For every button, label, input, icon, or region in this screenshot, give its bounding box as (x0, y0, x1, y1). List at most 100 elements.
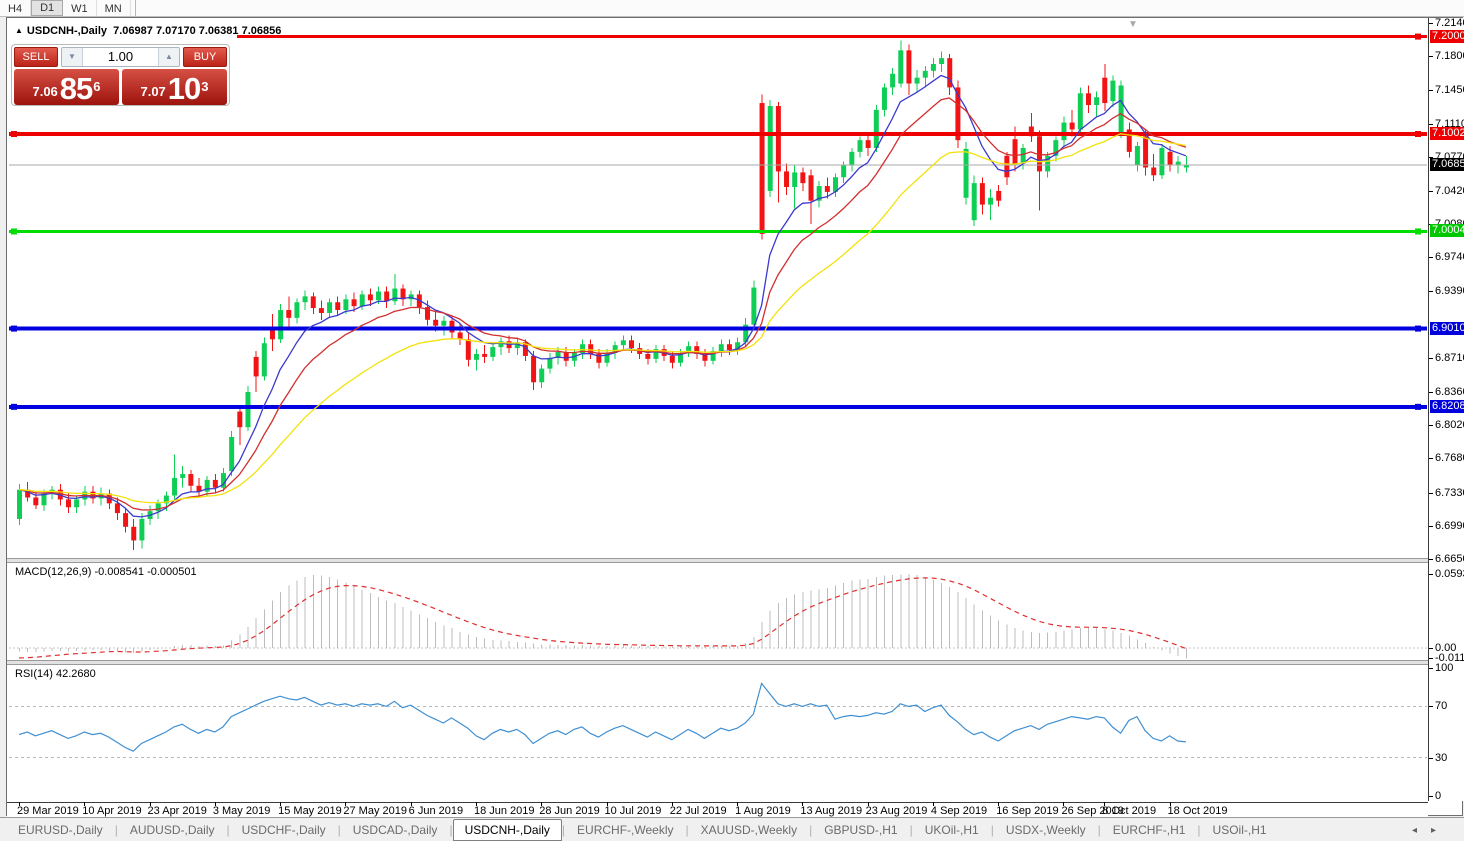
candle (1159, 147, 1165, 176)
candle (1028, 126, 1034, 137)
candle (890, 73, 896, 88)
buy-price-box[interactable]: 7.07 10 3 (122, 69, 227, 105)
candle (123, 513, 129, 527)
candle (759, 103, 765, 234)
volume-input[interactable]: 1.00 (82, 48, 159, 66)
timeframe-buttons: H4 D1 W1 MN (0, 0, 131, 16)
candle (1110, 80, 1116, 102)
candle (155, 503, 161, 512)
date-tick-mark (867, 802, 869, 806)
candle (490, 347, 496, 357)
candle (1151, 167, 1157, 176)
symbol-tab-usoilh1[interactable]: USOil-,H1 (1212, 823, 1267, 837)
candle (41, 493, 47, 506)
candle (539, 368, 545, 383)
tab-separator: | (1197, 823, 1201, 837)
candle (686, 346, 692, 353)
date-tick-mark (1169, 802, 1171, 806)
date-tick-mark (606, 802, 608, 806)
candle (1037, 136, 1042, 172)
price-tick: 6.83600 (1435, 386, 1464, 399)
symbol-tab-usdchfdaily[interactable]: USDCHF-,Daily (241, 823, 326, 837)
candle (1020, 147, 1026, 164)
pane-splitter-macd[interactable] (7, 558, 1462, 563)
rsi-pane[interactable] (9, 665, 1427, 801)
macd-pane[interactable] (9, 563, 1427, 660)
candle (881, 87, 887, 110)
date-label: 26 Sep 2019 (1061, 805, 1124, 817)
candle (792, 172, 798, 188)
axis-tick-mark (1429, 190, 1433, 192)
sell-price-prefix: 7.06 (32, 84, 58, 99)
axis-tick-mark (1429, 757, 1433, 759)
date-label: 18 Jun 2019 (473, 805, 535, 817)
candle (677, 352, 683, 363)
sell-price-box[interactable]: 7.06 85 6 (14, 69, 119, 105)
date-tick-mark (802, 802, 804, 806)
candle (221, 473, 226, 488)
candle (1143, 136, 1149, 168)
tab-scroll-left-icon[interactable]: ◂ (1411, 824, 1431, 836)
axis-tick-mark (1429, 392, 1433, 394)
date-label: 10 Jul 2019 (604, 805, 662, 817)
tab-separator: | (809, 823, 813, 837)
volume-decrease-button[interactable]: ▼ (62, 48, 82, 66)
candle (514, 342, 520, 349)
candle (278, 310, 284, 340)
date-label: 8 Oct 2019 (1102, 805, 1157, 817)
macd-tick: -0.011773 (1435, 652, 1464, 664)
tab-separator: | (449, 823, 453, 837)
candle (653, 349, 659, 359)
candle (1094, 97, 1100, 106)
tab-separator: | (114, 823, 118, 837)
axis-tick-mark (1429, 458, 1433, 460)
candle (1167, 151, 1173, 166)
candle (1069, 122, 1075, 130)
candle (245, 392, 251, 428)
symbol-tab-eurusddaily[interactable]: EURUSD-,Daily (18, 823, 103, 837)
collapse-panel-icon[interactable]: ▲ (15, 26, 23, 35)
candle (988, 197, 994, 205)
pane-splitter-rsi[interactable] (7, 660, 1462, 665)
time-axis[interactable]: 29 Mar 2019 10 Apr 2019 23 Apr 2019 3 May 2… (7, 802, 1428, 818)
timeframe-button-mn[interactable]: MN (97, 0, 131, 16)
timeframe-button-d1[interactable]: D1 (31, 0, 64, 16)
scroll-to-end-icon[interactable]: ▼ (1128, 19, 1138, 30)
chart-window: ▲ USDCNH-,Daily 7.06987 7.07170 7.06381 7… (6, 17, 1464, 818)
axis-tick-mark (1429, 90, 1433, 92)
symbol-tab-xauusdweekly[interactable]: XAUUSD-,Weekly (700, 823, 798, 837)
chart-title: ▲ USDCNH-,Daily 7.06987 7.07170 7.06381 7… (15, 25, 281, 37)
candle (604, 352, 610, 363)
axis-tick-mark (1429, 156, 1433, 158)
symbol-tab-usdxweekly[interactable]: USDX-,Weekly (1005, 823, 1086, 837)
candle (310, 296, 316, 309)
price-chart-pane[interactable] (9, 23, 1427, 559)
candle (17, 489, 22, 519)
candle (841, 165, 847, 178)
symbol-tab-audusddaily[interactable]: AUDUSD-,Daily (129, 823, 215, 837)
price-axis[interactable]: 7.214007.180007.145007.111007.077007.042… (1428, 17, 1464, 802)
sell-button[interactable]: SELL (14, 47, 58, 67)
symbol-tab-ukoilh1[interactable]: UKOil-,H1 (924, 823, 979, 837)
tab-scroll-right-icon[interactable]: ▸ (1430, 824, 1450, 836)
symbol-tab-usdcaddaily[interactable]: USDCAD-,Daily (352, 823, 438, 837)
volume-increase-button[interactable]: ▲ (159, 48, 179, 66)
timeframe-button-h4[interactable]: H4 (0, 0, 32, 16)
buy-button[interactable]: BUY (183, 47, 227, 67)
symbol-tab-eurchfweekly[interactable]: EURCHF-,Weekly (577, 823, 674, 837)
price-tick: 6.80200 (1435, 419, 1464, 432)
date-label: 1 Aug 2019 (735, 805, 791, 817)
symbol-tab-usdcnhdaily[interactable]: USDCNH-,Daily (452, 819, 562, 841)
symbol-tab-eurchfh1[interactable]: EURCHF-,H1 (1112, 823, 1186, 837)
volume-stepper: ▼ 1.00 ▲ (61, 47, 180, 67)
macd-tick: 0.00 (1435, 642, 1457, 654)
timeframe-button-w1[interactable]: W1 (63, 0, 97, 16)
candle (318, 308, 324, 313)
candle (33, 497, 39, 506)
date-tick-mark (1104, 802, 1106, 806)
date-label: 3 May 2019 (212, 805, 271, 817)
date-tick-mark (345, 802, 347, 806)
date-tick-mark (214, 802, 216, 806)
symbol-tab-gbpusdh1[interactable]: GBPUSD-,H1 (824, 823, 898, 837)
